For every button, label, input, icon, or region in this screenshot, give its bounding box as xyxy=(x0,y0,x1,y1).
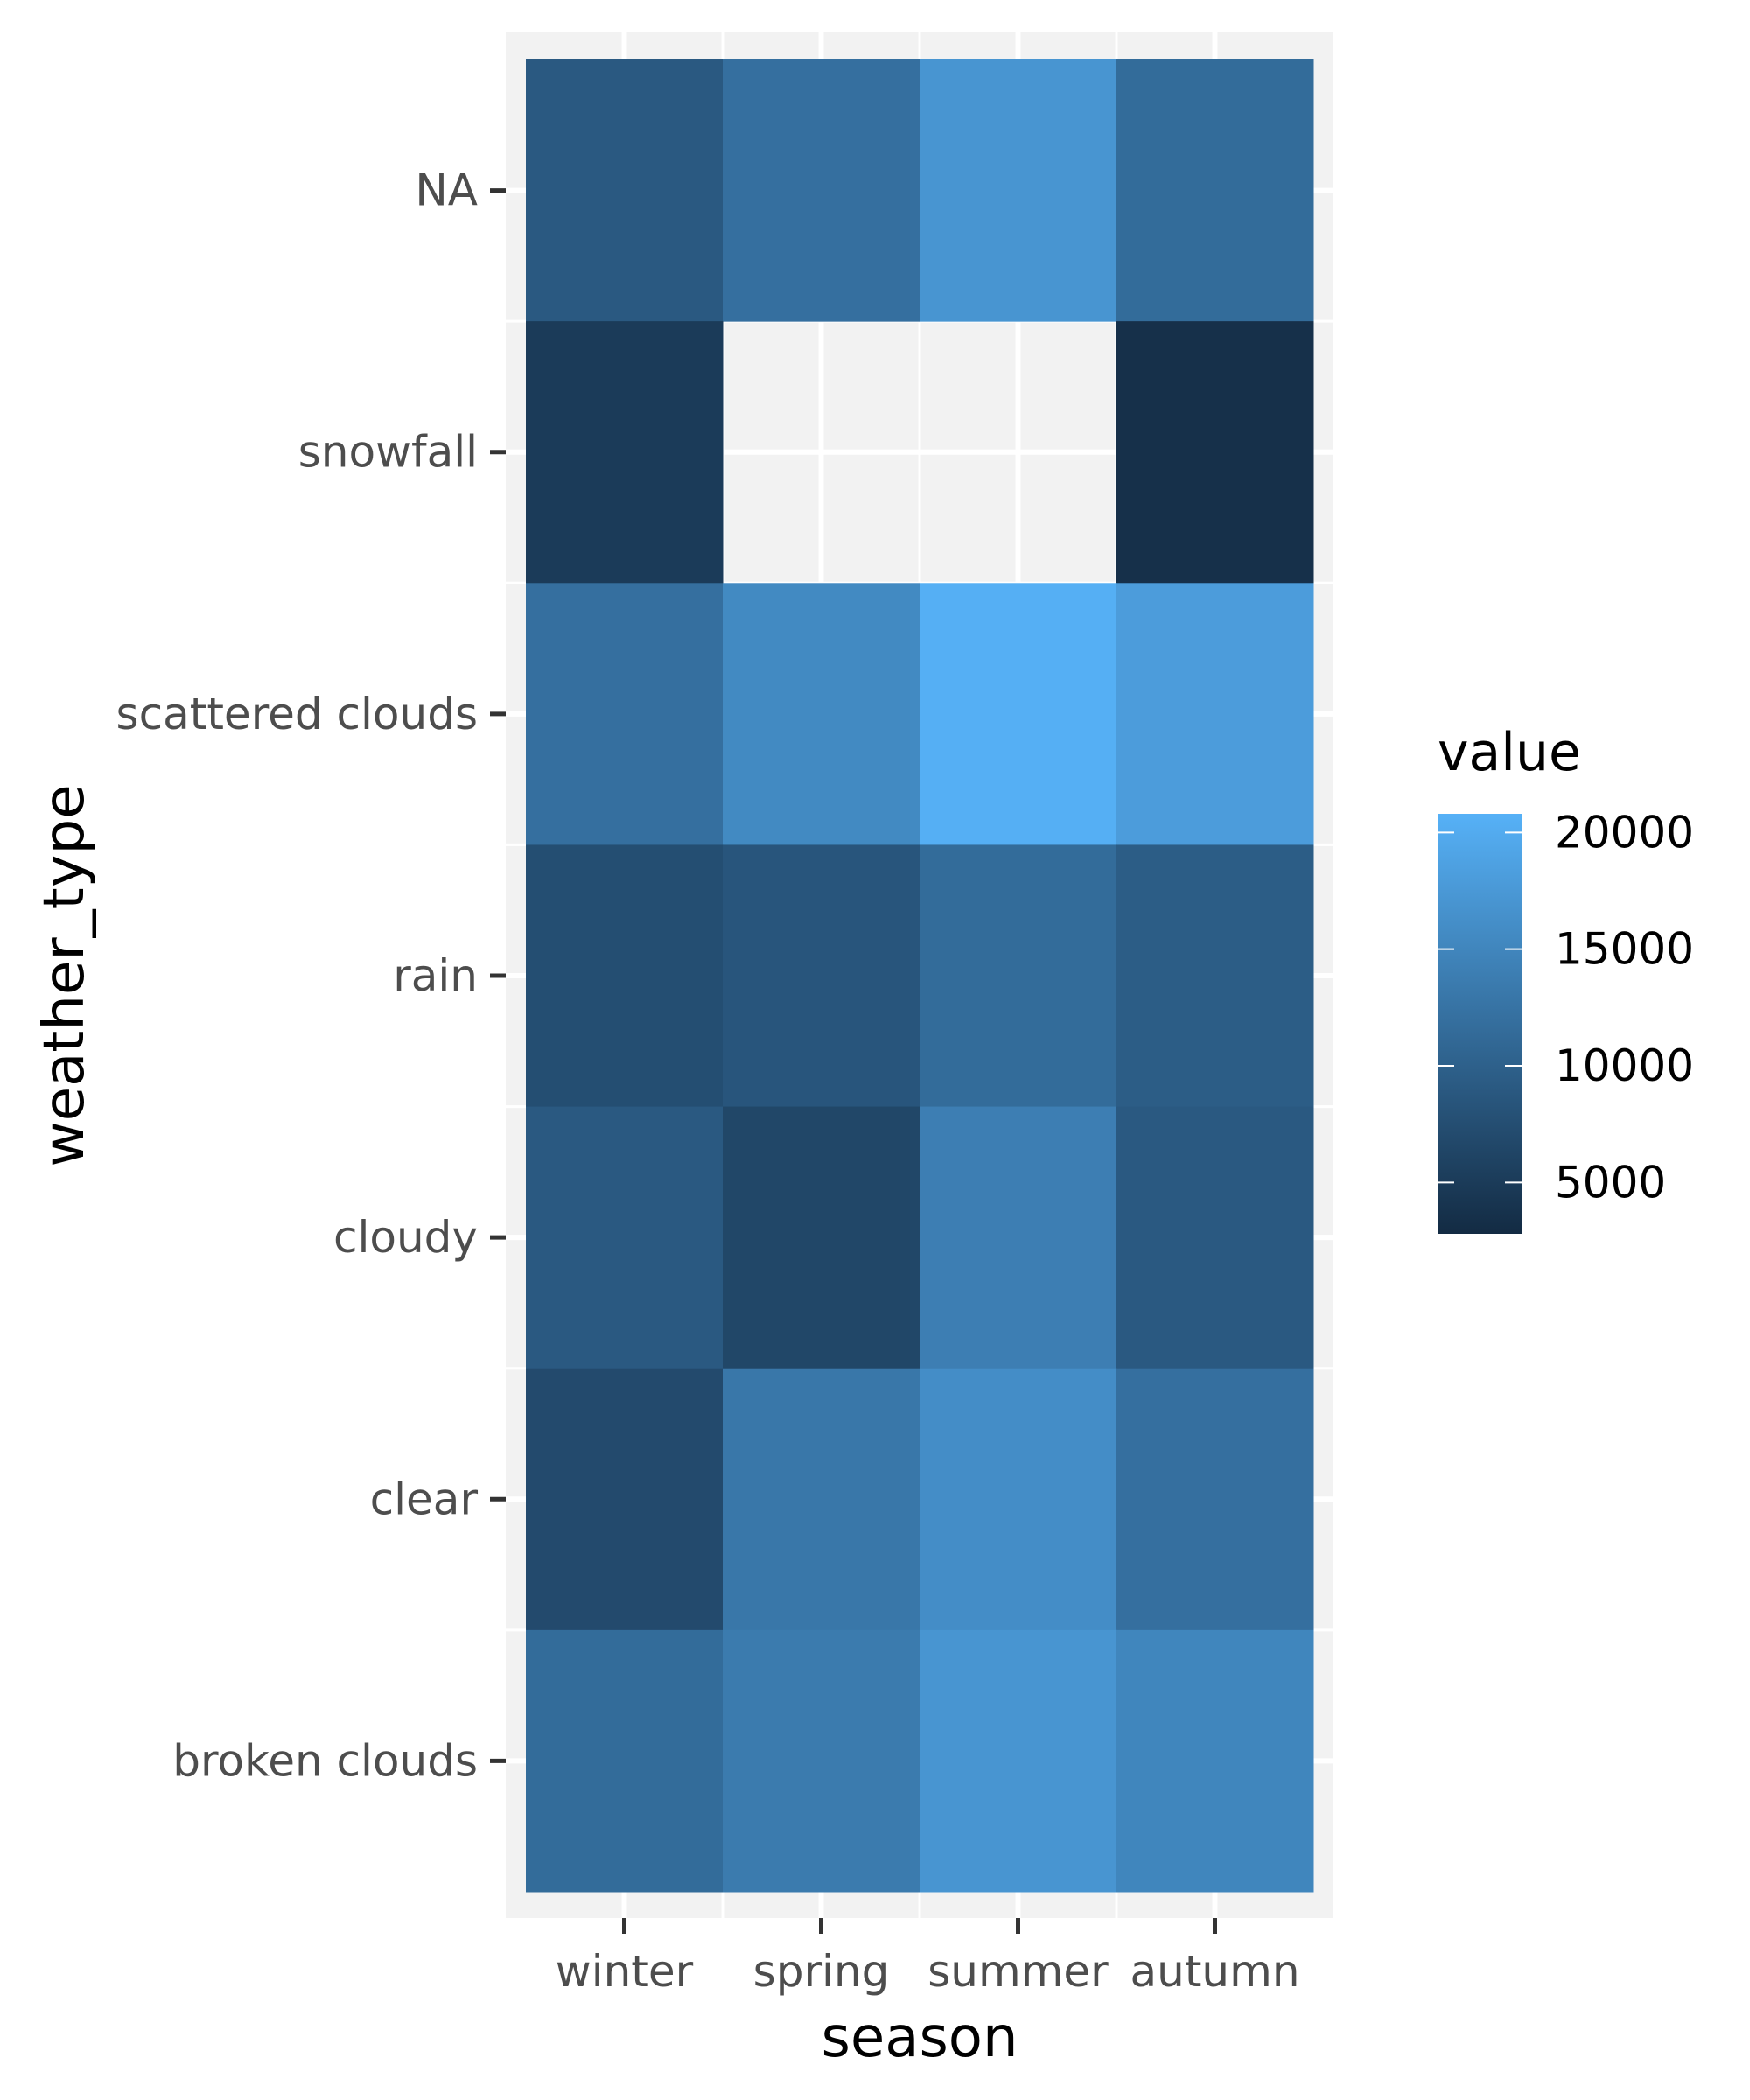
tile-cloudy-autumn xyxy=(1116,1106,1314,1369)
y-tick-label: snowfall xyxy=(298,427,478,478)
tile-na-summer xyxy=(920,60,1117,322)
tile-rain-spring xyxy=(723,844,920,1108)
y-tick-label: NA xyxy=(415,165,478,216)
tile-snowfall-winter xyxy=(526,321,724,584)
x-axis: winter spring summer autumn xyxy=(556,1918,1300,1997)
y-tick-label: clear xyxy=(370,1474,479,1524)
legend-title: value xyxy=(1438,722,1581,783)
legend: value 5000 10000 15000 20000 xyxy=(1438,722,1694,1234)
tile-broken-clouds-autumn xyxy=(1116,1629,1314,1893)
tile-scattered-clouds-summer xyxy=(920,583,1117,845)
tile-na-autumn xyxy=(1116,60,1314,322)
legend-tick-label: 15000 xyxy=(1555,924,1694,975)
x-tick-label: autumn xyxy=(1130,1946,1299,1997)
heatmap-tiles xyxy=(526,60,1314,1893)
x-tick-label: spring xyxy=(753,1946,890,1997)
tile-clear-autumn xyxy=(1116,1368,1314,1631)
tile-cloudy-spring xyxy=(723,1106,920,1369)
tile-broken-clouds-winter xyxy=(526,1629,724,1893)
tile-cloudy-summer xyxy=(920,1106,1117,1369)
y-tick-label: scattered clouds xyxy=(116,689,478,739)
tile-clear-spring xyxy=(723,1368,920,1631)
tile-clear-summer xyxy=(920,1368,1117,1631)
y-tick-label: broken clouds xyxy=(172,1735,478,1786)
tile-scattered-clouds-autumn xyxy=(1116,583,1314,845)
legend-tick-label: 10000 xyxy=(1555,1040,1694,1091)
tile-na-winter xyxy=(526,60,724,322)
x-tick-label: summer xyxy=(928,1946,1109,1997)
y-tick-label: rain xyxy=(393,950,478,1001)
tile-rain-summer xyxy=(920,844,1117,1108)
y-axis-title: weather_type xyxy=(32,784,97,1166)
y-tick-label: cloudy xyxy=(333,1212,478,1263)
tile-scattered-clouds-spring xyxy=(723,583,920,845)
tile-scattered-clouds-winter xyxy=(526,583,724,845)
tile-rain-autumn xyxy=(1116,844,1314,1108)
x-tick-label: winter xyxy=(556,1946,694,1997)
tile-snowfall-autumn xyxy=(1116,321,1314,584)
tile-broken-clouds-spring xyxy=(723,1629,920,1893)
legend-colorbar xyxy=(1438,814,1522,1234)
legend-tick-label: 20000 xyxy=(1555,807,1694,858)
tile-clear-winter xyxy=(526,1368,724,1631)
x-axis-title: season xyxy=(822,2006,1018,2070)
legend-ticks: 5000 10000 15000 20000 xyxy=(1438,807,1694,1208)
tile-broken-clouds-summer xyxy=(920,1629,1117,1893)
tile-na-spring xyxy=(723,60,920,322)
tile-cloudy-winter xyxy=(526,1106,724,1369)
y-axis: NA snowfall scattered clouds rain cloudy clea… xyxy=(116,165,506,1786)
legend-tick-label: 5000 xyxy=(1555,1157,1666,1208)
tile-rain-winter xyxy=(526,844,724,1108)
